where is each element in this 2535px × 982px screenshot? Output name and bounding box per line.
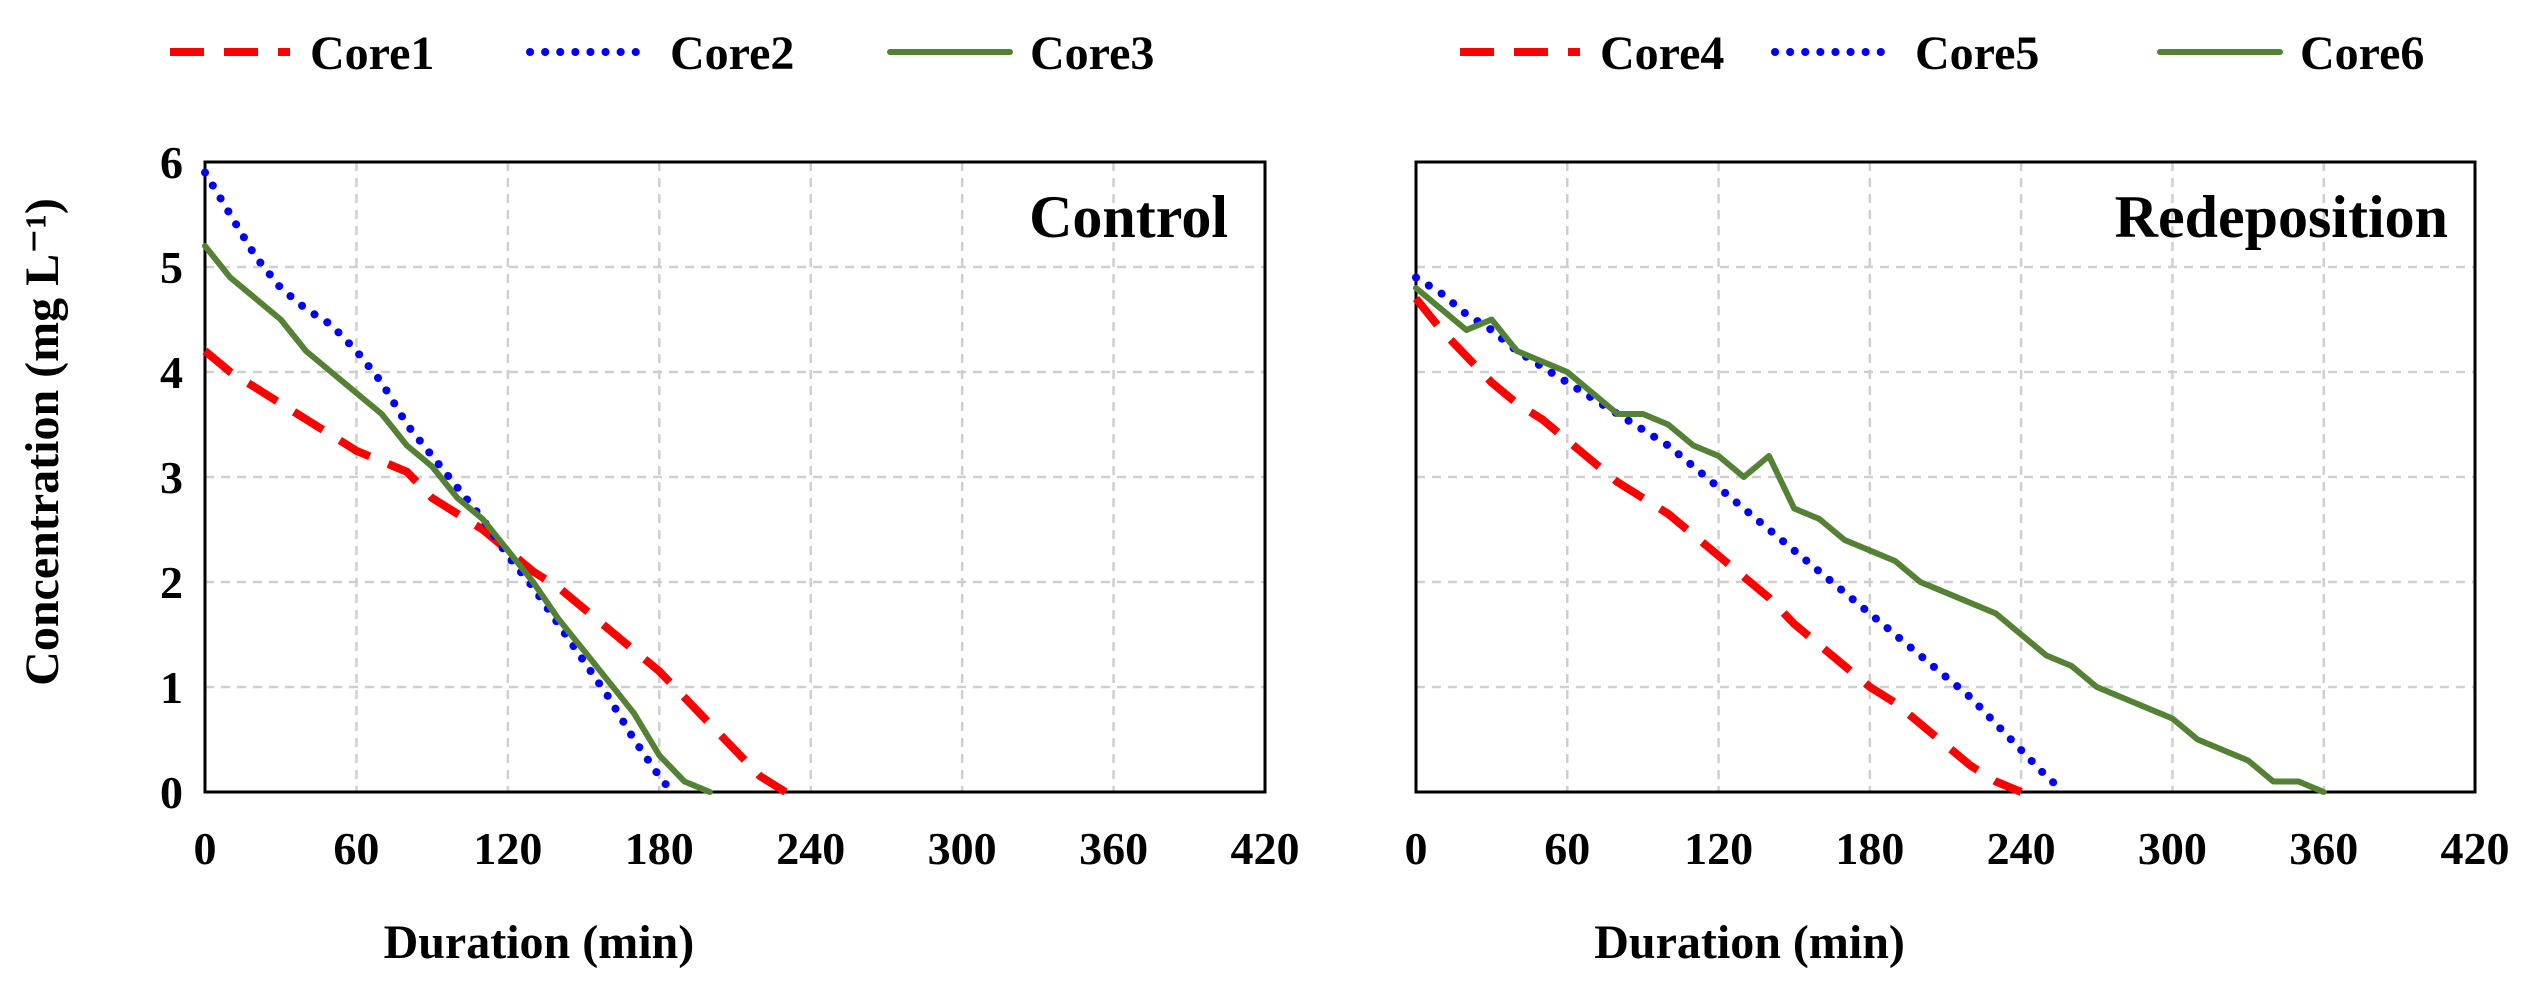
x-tick-label: 420 (1231, 823, 1300, 874)
y-tick-label: 5 (160, 242, 183, 293)
x-tick-label: 300 (2138, 823, 2207, 874)
x-tick-label: 360 (2289, 823, 2358, 874)
y-tick-label: 3 (160, 452, 183, 503)
y-tick-label: 4 (160, 347, 183, 398)
y-tick-label: 6 (160, 137, 183, 188)
x-tick-label: 360 (1079, 823, 1148, 874)
x-tick-label: 0 (1405, 823, 1428, 874)
y-tick-label: 1 (160, 662, 183, 713)
y-axis-title: Concentration (mg L⁻¹) (16, 198, 69, 686)
legend-label-core3: Core3 (1030, 27, 1154, 80)
x-axis-title: Duration (min) (1594, 916, 1905, 969)
x-tick-label: 120 (1684, 823, 1753, 874)
legend-label-core5: Core5 (1915, 27, 2039, 80)
legend-label-core1: Core1 (310, 27, 434, 80)
plot-frame-control (203, 160, 1267, 794)
panel-label-redeposition: Redeposition (2115, 184, 2448, 250)
x-axis-title: Duration (min) (384, 916, 695, 969)
x-tick-label: 60 (333, 823, 379, 874)
panel-label-control: Control (1029, 184, 1228, 250)
x-tick-label: 180 (1835, 823, 1904, 874)
x-tick-label: 420 (2441, 823, 2510, 874)
x-tick-label: 180 (625, 823, 694, 874)
x-tick-label: 240 (776, 823, 845, 874)
x-tick-label: 300 (928, 823, 997, 874)
panel-control: 0 60 120 180 240 300 360 420 0 1 2 3 4 5 6 Duration (mi… (160, 27, 1300, 969)
x-tick-label: 60 (1544, 823, 1590, 874)
series-line-core5 (1412, 273, 2068, 796)
legend-label-core4: Core4 (1600, 27, 1724, 80)
series-line-core2 (201, 168, 676, 796)
x-tick-label: 120 (473, 823, 542, 874)
legend-label-core2: Core2 (670, 27, 794, 80)
plot-frame-redeposition (1414, 160, 2477, 794)
x-tick-label: 240 (1987, 823, 2056, 874)
y-tick-label: 0 (160, 767, 183, 818)
x-tick-label: 0 (194, 823, 217, 874)
series-line-core4 (1412, 296, 2023, 796)
series-line-core6 (1413, 285, 2327, 795)
panel-redeposition: 0 60 120 180 240 300 360 420 Duration (min) Redep… (1405, 27, 2510, 969)
series-line-core1 (202, 347, 788, 796)
y-tick-label: 2 (160, 557, 183, 608)
series-line-core3 (202, 243, 713, 795)
legend-label-core6: Core6 (2300, 27, 2424, 80)
